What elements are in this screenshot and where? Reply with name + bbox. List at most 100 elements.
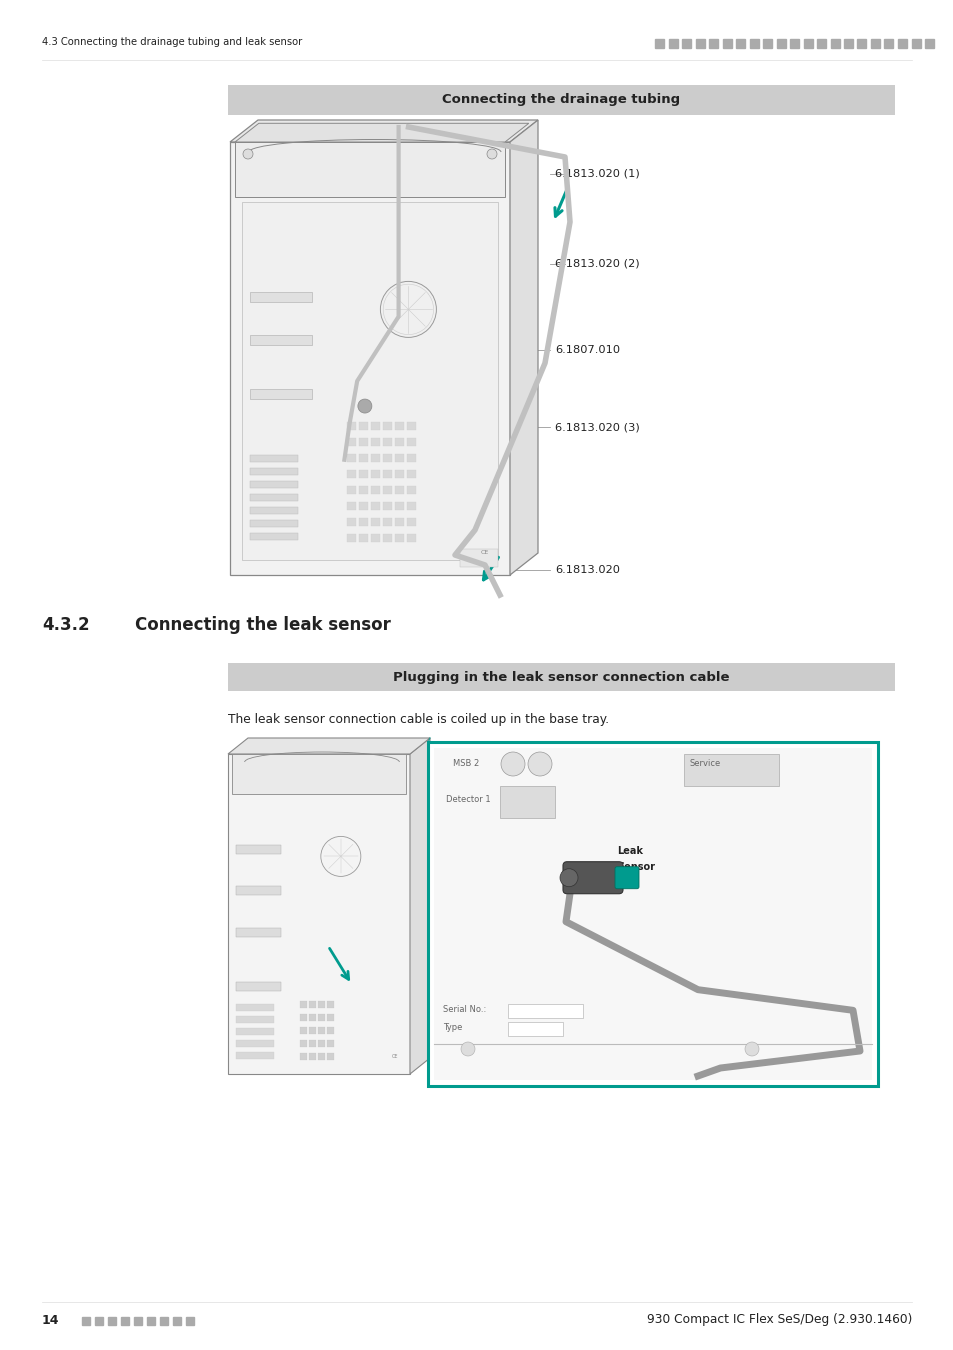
Circle shape: [527, 752, 552, 776]
Bar: [358, 535, 368, 541]
Bar: [735, 39, 744, 47]
Bar: [299, 1014, 307, 1021]
Bar: [228, 663, 894, 691]
Text: 4.3 Connecting the drainage tubing and leak sensor: 4.3 Connecting the drainage tubing and l…: [42, 36, 302, 47]
Bar: [327, 1040, 334, 1048]
Polygon shape: [228, 738, 430, 755]
Bar: [160, 1318, 168, 1324]
Text: CE: CE: [480, 551, 489, 555]
FancyBboxPatch shape: [562, 861, 622, 894]
Bar: [382, 437, 392, 446]
Bar: [382, 486, 392, 494]
Bar: [382, 454, 392, 462]
Bar: [250, 520, 297, 526]
Bar: [235, 845, 281, 855]
Bar: [347, 423, 355, 431]
Bar: [857, 39, 865, 47]
Bar: [235, 927, 281, 937]
Bar: [910, 39, 920, 47]
Circle shape: [357, 400, 372, 413]
Bar: [428, 743, 877, 1085]
Bar: [382, 470, 392, 478]
Bar: [358, 486, 368, 494]
Bar: [371, 423, 379, 431]
Bar: [883, 39, 893, 47]
Bar: [897, 39, 906, 47]
Circle shape: [243, 148, 253, 159]
Bar: [371, 470, 379, 478]
Polygon shape: [234, 123, 528, 142]
Bar: [695, 39, 703, 47]
Bar: [371, 437, 379, 446]
Bar: [371, 518, 379, 526]
Bar: [668, 39, 677, 47]
Bar: [250, 468, 297, 475]
Bar: [708, 39, 718, 47]
Bar: [371, 502, 379, 510]
Bar: [309, 1027, 315, 1034]
Bar: [762, 39, 771, 47]
Bar: [434, 748, 871, 1080]
Bar: [309, 1000, 315, 1008]
Bar: [395, 502, 403, 510]
Bar: [843, 39, 852, 47]
Bar: [108, 1318, 116, 1324]
Bar: [242, 202, 497, 560]
Bar: [407, 423, 416, 431]
Bar: [683, 755, 779, 786]
Bar: [186, 1318, 193, 1324]
Bar: [395, 470, 403, 478]
Bar: [395, 535, 403, 541]
Bar: [347, 437, 355, 446]
Bar: [309, 1053, 315, 1060]
Bar: [776, 39, 784, 47]
Bar: [147, 1318, 154, 1324]
Bar: [347, 454, 355, 462]
Bar: [358, 454, 368, 462]
Text: 6.1813.020: 6.1813.020: [555, 566, 619, 575]
Text: The leak sensor connection cable is coiled up in the base tray.: The leak sensor connection cable is coil…: [228, 713, 608, 725]
Bar: [347, 518, 355, 526]
Bar: [228, 755, 410, 1075]
Text: 6.1813.020 (2): 6.1813.020 (2): [555, 259, 639, 269]
Bar: [371, 486, 379, 494]
Polygon shape: [410, 738, 430, 1075]
Bar: [327, 1053, 334, 1060]
Bar: [347, 535, 355, 541]
Bar: [721, 39, 731, 47]
Bar: [309, 1040, 315, 1048]
Bar: [459, 549, 497, 567]
Bar: [407, 535, 416, 541]
Bar: [395, 486, 403, 494]
Bar: [235, 1017, 274, 1023]
Bar: [250, 389, 312, 398]
Bar: [395, 518, 403, 526]
Bar: [232, 755, 406, 794]
Bar: [172, 1318, 181, 1324]
Bar: [358, 423, 368, 431]
Circle shape: [744, 1042, 759, 1056]
Bar: [382, 535, 392, 541]
Bar: [347, 470, 355, 478]
Bar: [507, 1004, 582, 1018]
Bar: [250, 455, 297, 462]
Bar: [235, 886, 281, 895]
Bar: [358, 437, 368, 446]
Bar: [235, 983, 281, 991]
Bar: [358, 518, 368, 526]
Bar: [250, 292, 312, 302]
Text: Serial No.:: Serial No.:: [442, 1004, 486, 1014]
Bar: [802, 39, 812, 47]
Bar: [655, 39, 663, 47]
Bar: [358, 470, 368, 478]
Polygon shape: [230, 120, 537, 142]
Bar: [235, 1040, 274, 1048]
Bar: [407, 502, 416, 510]
Text: 4.3.2: 4.3.2: [42, 616, 90, 634]
Bar: [358, 502, 368, 510]
Bar: [309, 1014, 315, 1021]
Bar: [371, 454, 379, 462]
Bar: [95, 1318, 103, 1324]
Circle shape: [460, 1042, 475, 1056]
Bar: [250, 494, 297, 501]
